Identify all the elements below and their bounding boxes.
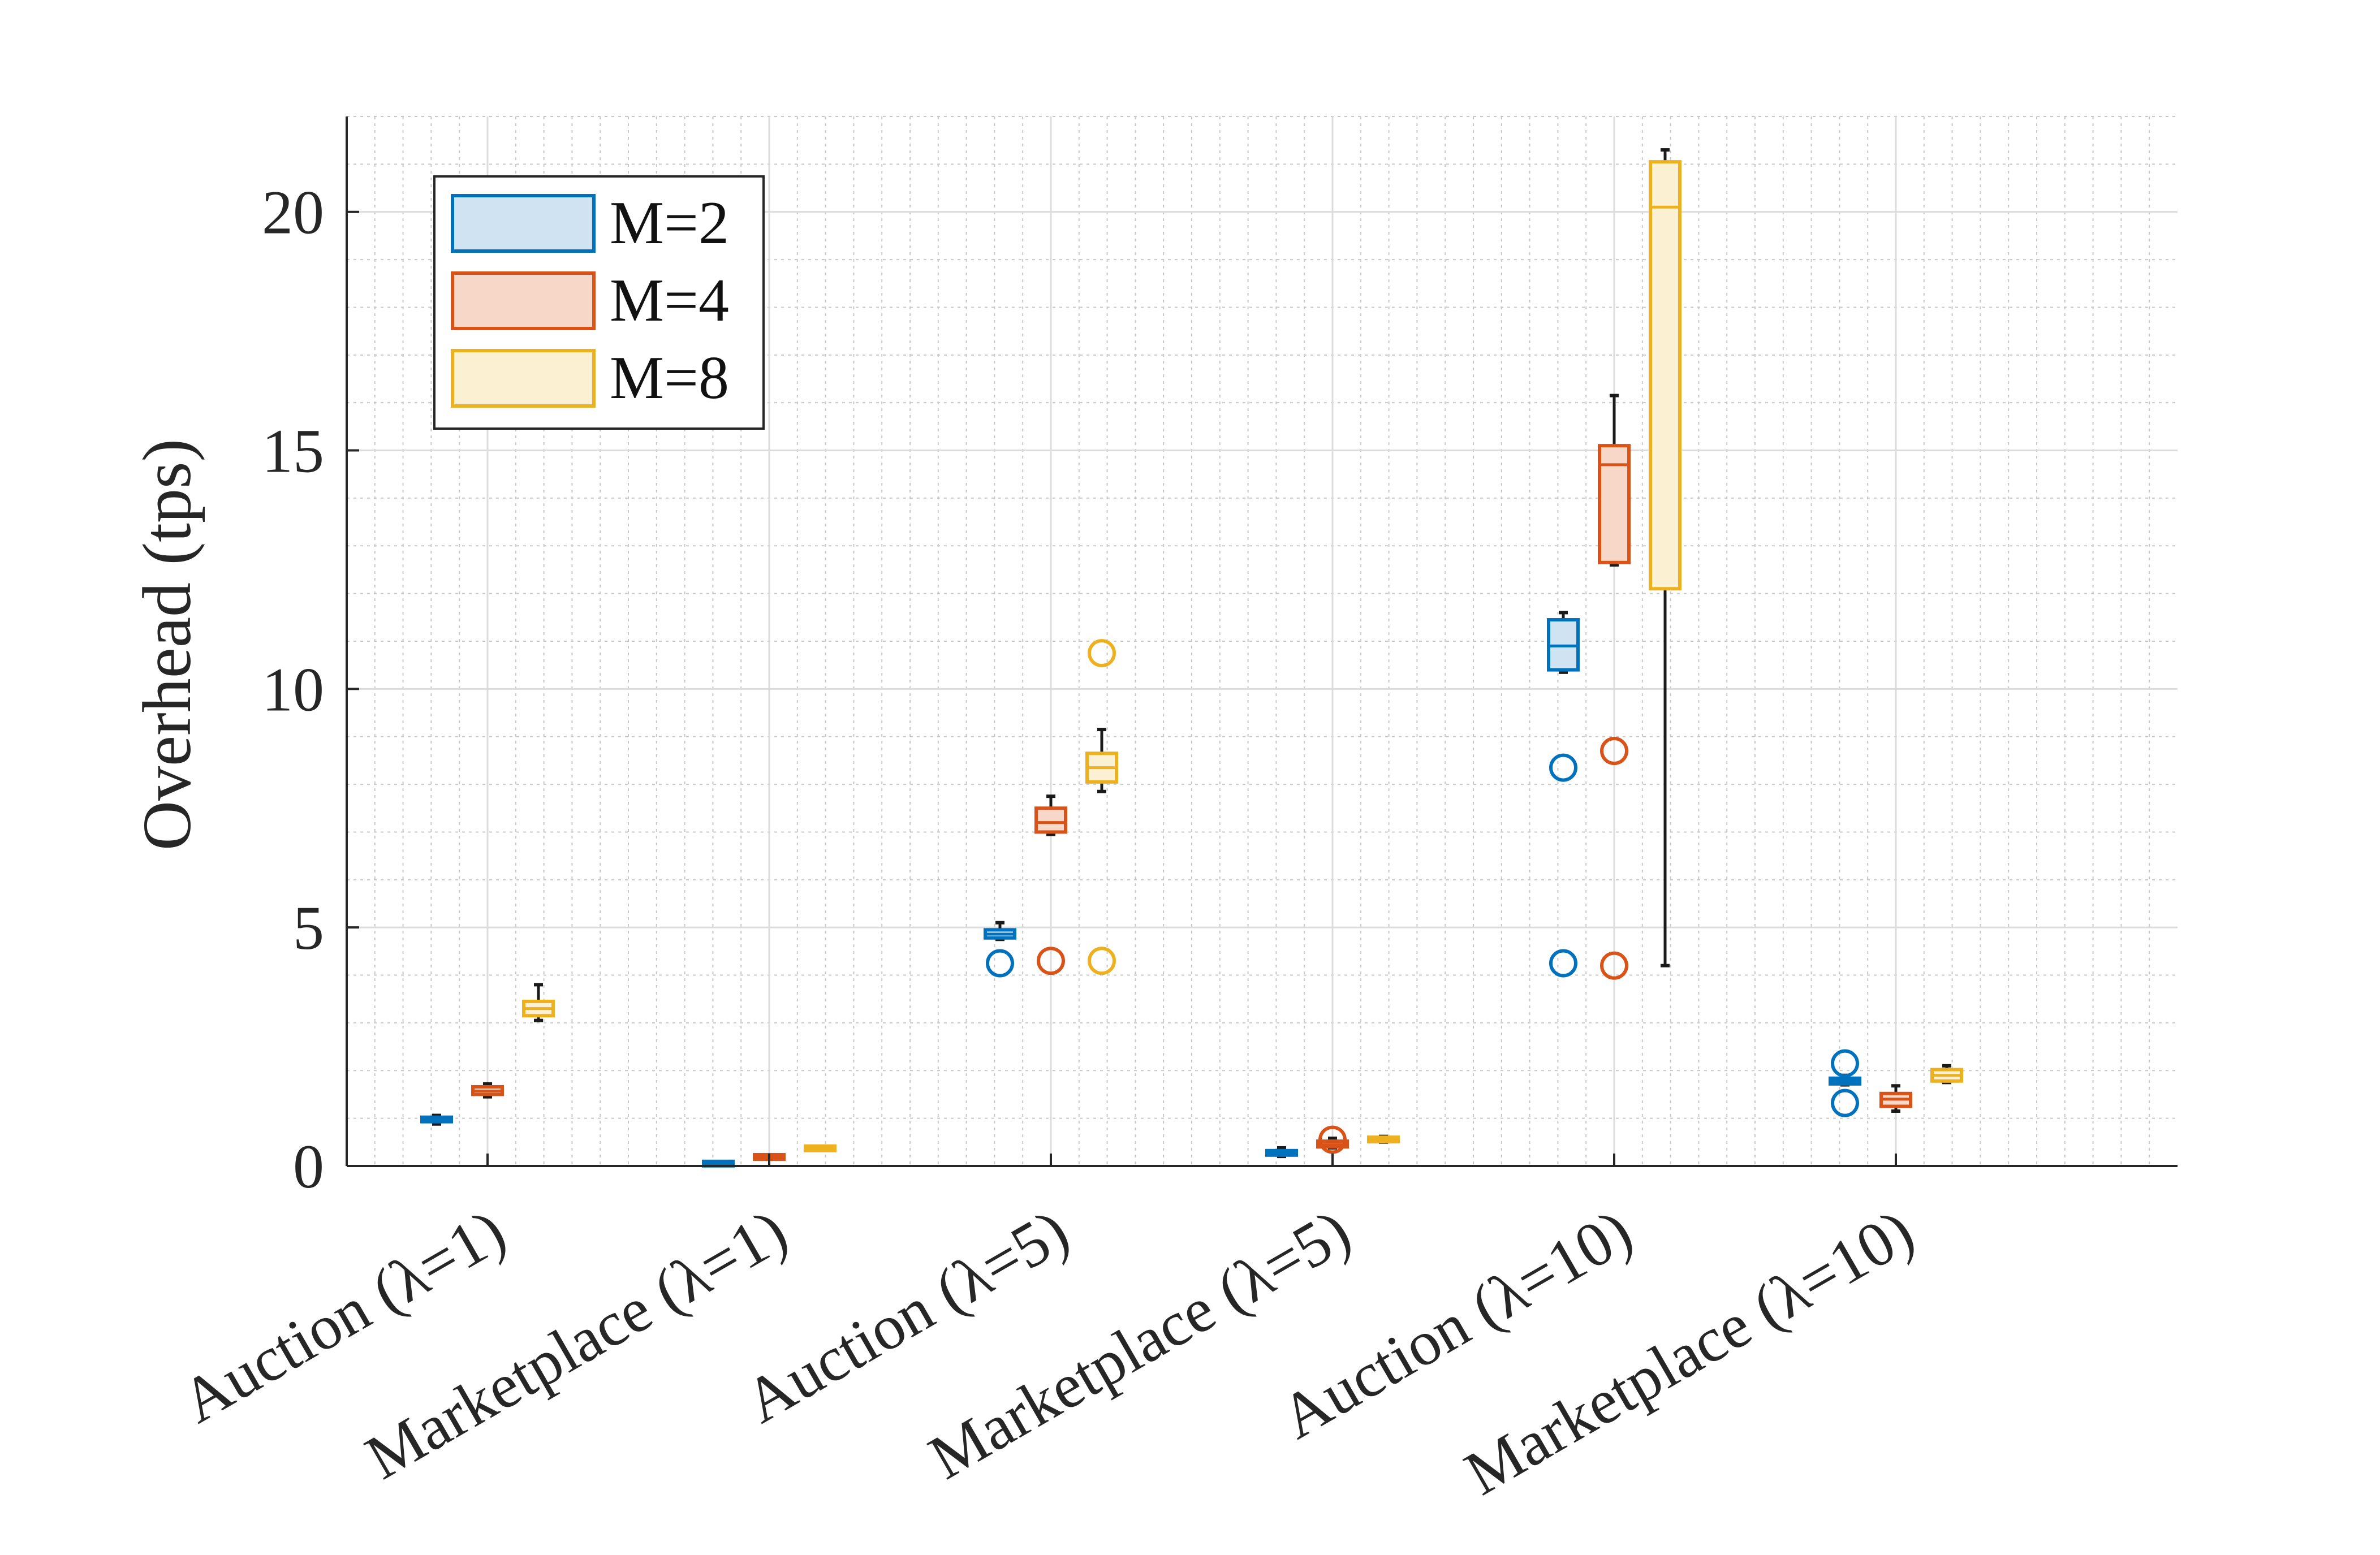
outlier-point [1549,949,1577,978]
box-M=8-0 [522,983,555,1022]
box-M=4-3 [1316,1125,1349,1154]
box-iqr [1598,444,1631,564]
legend-swatch [451,349,596,408]
y-tick-labels: 0 5 10 15 20 [262,178,324,1201]
y-tick-label: 20 [262,178,324,247]
outlier-point [1318,1125,1347,1154]
y-tick-label: 15 [262,417,324,486]
outlier-point [1549,753,1577,782]
box-M=4-0 [471,1082,504,1099]
y-tick-label: 0 [293,1132,324,1201]
box-M=4-5 [1879,1084,1912,1113]
legend-label: M=8 [610,344,729,412]
boxes-layer [420,148,1963,1168]
legend-label: M=4 [610,267,729,334]
box-M=4-4 [1598,394,1631,980]
box-iqr [1034,806,1067,834]
box-M=8-4 [1649,148,1681,967]
y-tick-label: 5 [293,893,324,962]
y-axis-label: Overhead (tps) [129,439,205,850]
box-M=2-2 [984,921,1016,978]
y-tick-label: 10 [262,655,324,724]
axes [346,116,2178,1167]
box-M=8-5 [1930,1064,1963,1085]
legend-swatch [451,194,596,253]
box-M=2-4 [1547,611,1580,978]
box-M=8-2 [1085,639,1118,975]
outlier-point [1088,947,1116,975]
minor-grid [347,116,2178,1166]
outlier-point [1088,639,1116,668]
box-M=8-1 [804,1144,837,1152]
outlier-point [986,949,1014,978]
legend-swatch [451,271,596,330]
outlier-point [1037,947,1065,975]
outlier-point [1831,1049,1859,1078]
box-M=4-2 [1034,794,1067,975]
box-M=2-0 [420,1113,453,1126]
legend: M=2 M=4 M=8 [433,175,765,430]
outlier-point [1600,951,1628,980]
box-iqr [1649,160,1681,591]
outlier-point [1600,737,1628,766]
box-M=2-5 [1829,1049,1861,1117]
legend-label: M=2 [610,189,729,257]
box-M=2-3 [1265,1146,1298,1159]
box-M=8-3 [1367,1134,1400,1144]
outlier-point [1831,1088,1859,1117]
